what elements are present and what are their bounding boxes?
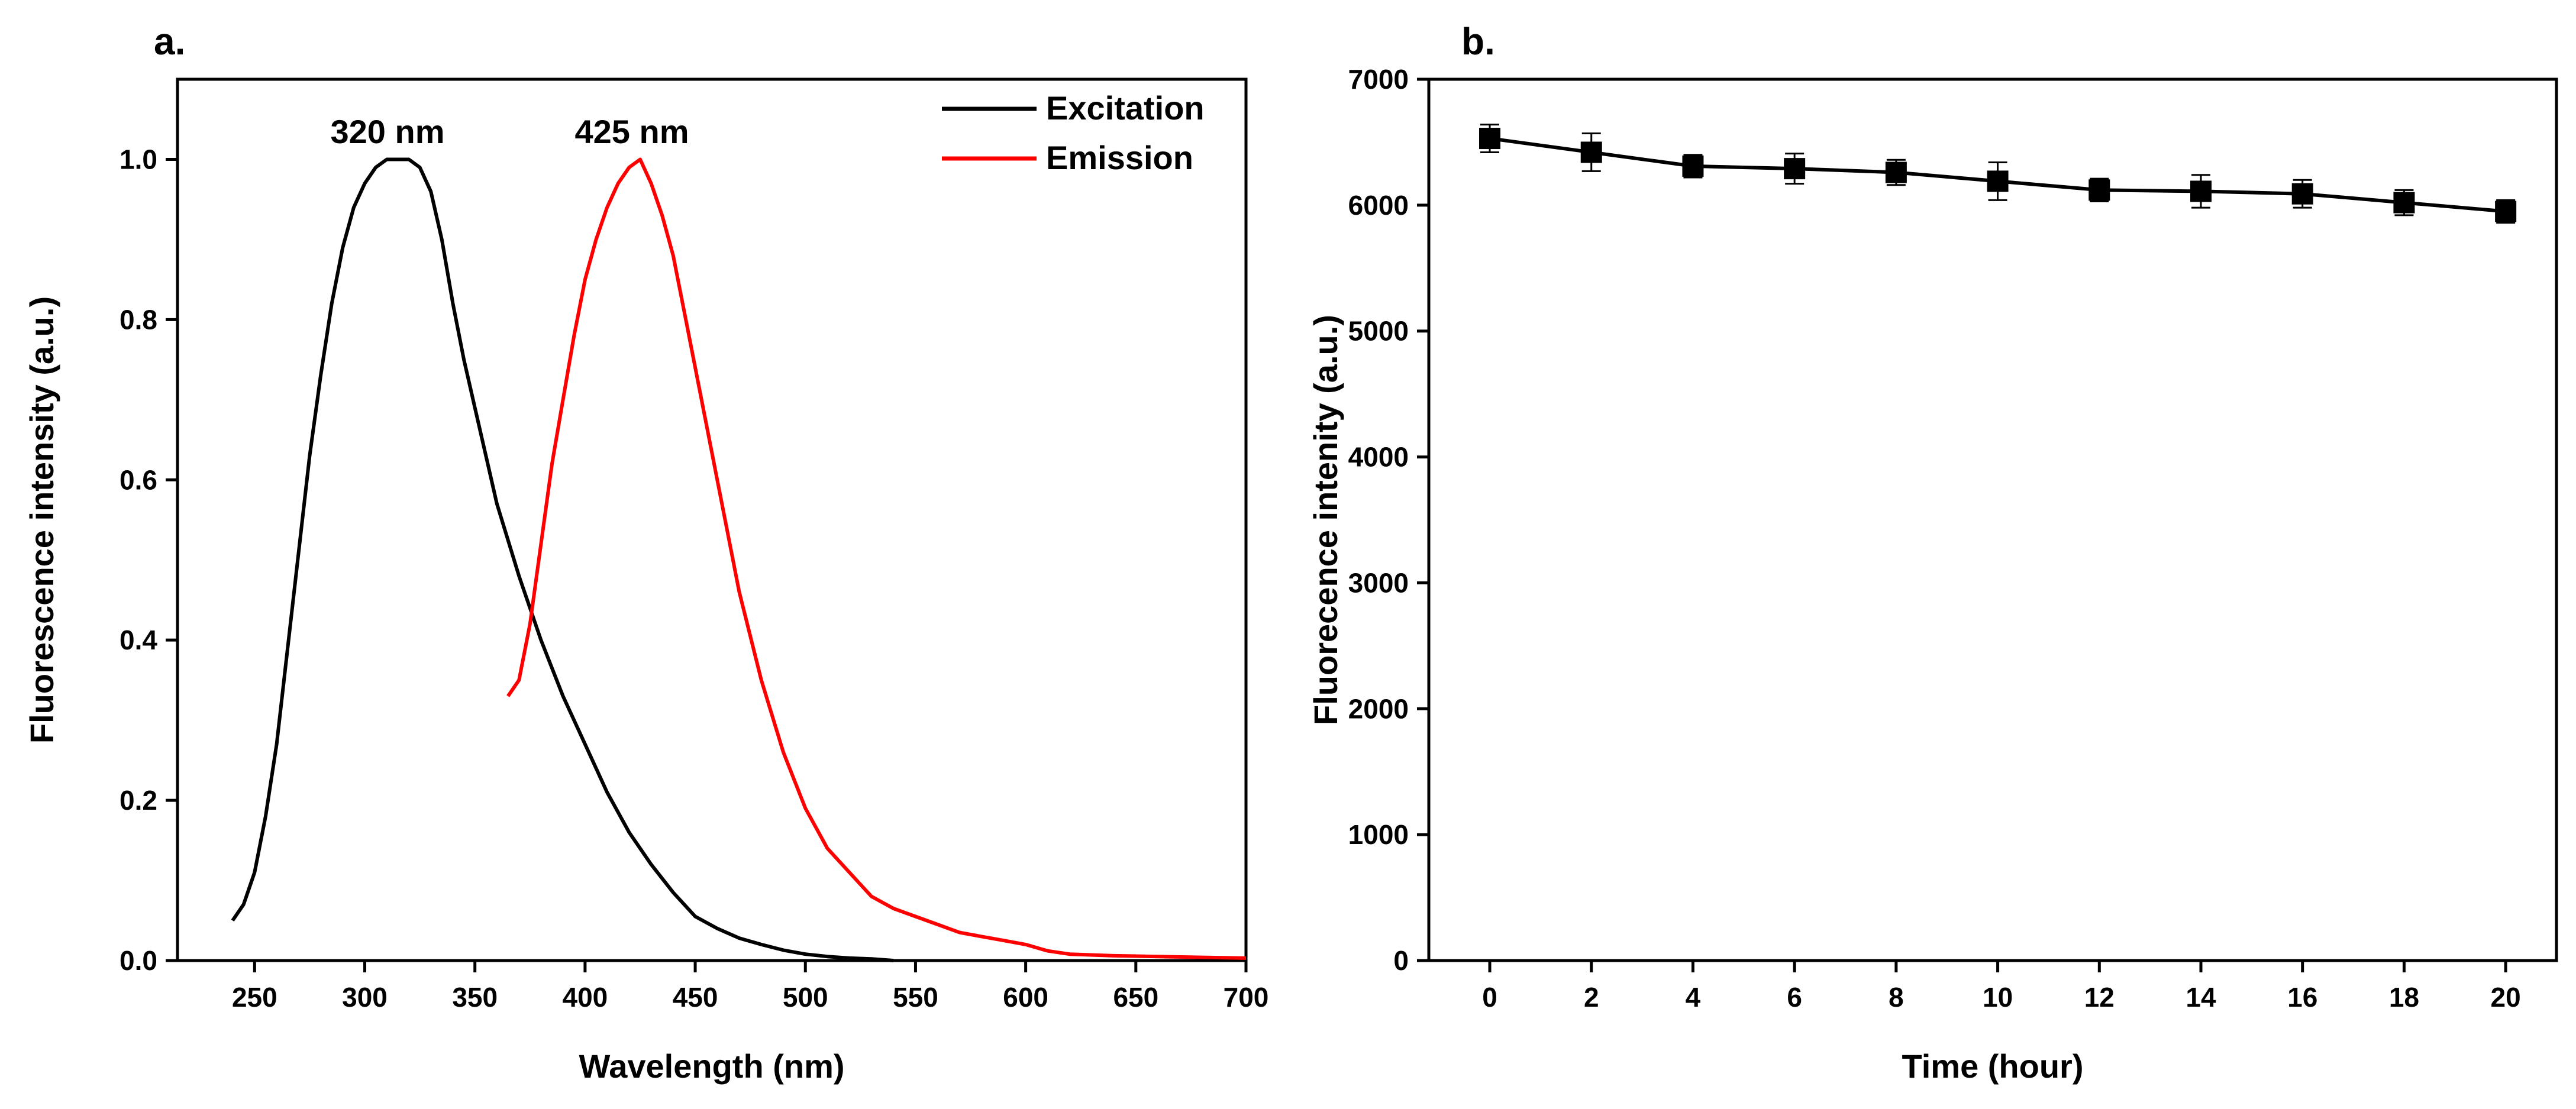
y-tick-label: 7000 <box>1348 64 1409 95</box>
y-tick-label: 0 <box>1393 945 1409 976</box>
data-point-marker <box>2393 192 2415 214</box>
x-tick-label: 600 <box>1003 982 1048 1013</box>
x-tick-label: 400 <box>563 982 608 1013</box>
x-tick-label: 2 <box>1584 982 1599 1013</box>
panel-a-plot-frame <box>176 77 1248 962</box>
y-tick-label: 4000 <box>1348 442 1409 473</box>
data-point-marker <box>1987 170 2009 192</box>
panel-b-y-ticks: 0 1000 2000 3000 4000 5000 6000 7000 <box>1348 64 1429 976</box>
panel-a-label: a. <box>154 20 185 63</box>
x-tick-label: 350 <box>452 982 498 1013</box>
data-point-marker <box>1580 141 1602 163</box>
x-tick-label: 4 <box>1686 982 1701 1013</box>
x-tick-label: 500 <box>783 982 828 1013</box>
panel-b-stability-chart: b. 0 2 4 6 8 10 12 14 16 18 20 0 1000 2000 3000 4000 50… <box>1307 20 2558 1085</box>
x-tick-label: 14 <box>2186 982 2216 1013</box>
peak-label-emission: 425 nm <box>575 113 689 150</box>
x-tick-label: 650 <box>1113 982 1158 1013</box>
y-tick-label: 1000 <box>1348 819 1409 850</box>
panel-a-y-ticks: 0.0 0.2 0.4 0.6 0.8 1.0 <box>120 144 177 976</box>
y-tick-label: 0.6 <box>120 464 157 495</box>
x-tick-label: 0 <box>1482 982 1497 1013</box>
x-tick-label: 250 <box>232 982 277 1013</box>
y-tick-label: 3000 <box>1348 567 1409 598</box>
data-point-marker <box>1682 155 1704 177</box>
peak-label-excitation: 320 nm <box>331 113 445 150</box>
panel-a-y-axis-title: Fluorescence intensity (a.u.) <box>23 296 60 743</box>
panel-b-series <box>1479 124 2517 224</box>
data-point-marker <box>2190 180 2212 202</box>
panel-b-x-ticks: 0 2 4 6 8 10 12 14 16 18 20 <box>1482 961 2521 1013</box>
panel-b-x-axis-title: Time (hour) <box>1902 1047 2084 1085</box>
data-point-marker <box>1885 161 1907 183</box>
y-tick-label: 1.0 <box>120 144 157 174</box>
y-tick-label: 0.4 <box>120 625 157 655</box>
panel-a-x-axis-title: Wavelength (nm) <box>579 1047 844 1085</box>
legend-label-excitation: Excitation <box>1046 89 1205 127</box>
y-tick-label: 0.2 <box>120 785 157 816</box>
panel-a-x-ticks: 250 300 350 400 450 500 550 600 650 700 <box>232 961 1268 1013</box>
x-tick-label: 20 <box>2491 982 2521 1013</box>
y-tick-label: 6000 <box>1348 190 1409 221</box>
x-tick-label: 450 <box>673 982 718 1013</box>
legend-label-emission: Emission <box>1046 139 1193 176</box>
data-point-marker <box>2291 183 2313 205</box>
x-tick-label: 18 <box>2389 982 2419 1013</box>
y-tick-label: 0.0 <box>120 945 157 976</box>
x-tick-label: 12 <box>2084 982 2115 1013</box>
x-tick-label: 16 <box>2287 982 2317 1013</box>
data-point-marker <box>2495 201 2517 222</box>
panel-b-y-axis-title: Fluorecence intenity (a.u.) <box>1307 315 1344 725</box>
data-point-marker <box>1784 158 1806 180</box>
y-tick-label: 5000 <box>1348 316 1409 347</box>
panel-b-plot-frame <box>1427 77 2558 962</box>
x-tick-label: 10 <box>1983 982 2013 1013</box>
data-point-marker <box>2088 179 2110 201</box>
panel-a-curves <box>231 157 1247 962</box>
y-tick-label: 0.8 <box>120 304 157 335</box>
x-tick-label: 8 <box>1889 982 1904 1013</box>
y-tick-label: 2000 <box>1348 693 1409 724</box>
panel-a-spectra-chart: a. 250 300 350 400 450 500 550 600 650 700 0.0 0.2… <box>23 20 1268 1085</box>
panel-a-legend: Excitation Emission <box>942 89 1205 176</box>
x-tick-label: 700 <box>1224 982 1269 1013</box>
data-point-marker <box>1479 128 1501 150</box>
series-line-excitation <box>231 157 894 962</box>
panel-b-label: b. <box>1461 20 1495 63</box>
x-tick-label: 300 <box>342 982 388 1013</box>
series-line-emission <box>506 157 1247 960</box>
x-tick-label: 6 <box>1787 982 1802 1013</box>
x-tick-label: 550 <box>893 982 938 1013</box>
